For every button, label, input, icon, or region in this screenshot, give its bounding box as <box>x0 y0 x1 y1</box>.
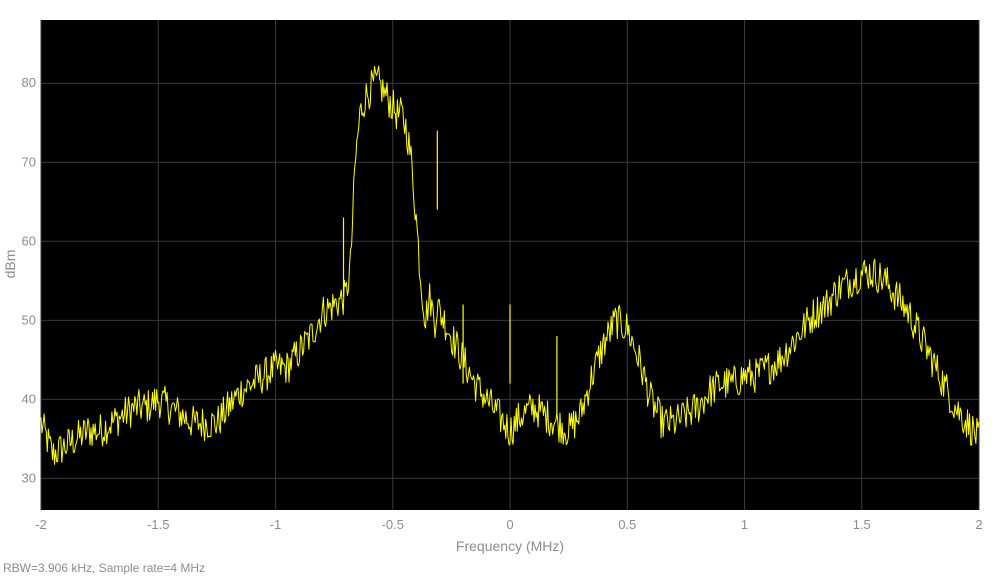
x-tick-label: 0.5 <box>618 517 636 532</box>
y-tick-label: 80 <box>22 75 36 90</box>
y-axis-label: dBm <box>2 250 18 279</box>
y-tick-labels: 30 40 50 60 70 80 <box>22 75 36 485</box>
x-tick-labels: -2 -1.5 -1 -0.5 0 0.5 1 1.5 2 <box>35 517 982 532</box>
x-tick-label: -1 <box>270 517 282 532</box>
y-tick-label: 30 <box>22 470 36 485</box>
y-tick-label: 40 <box>22 391 36 406</box>
x-tick-label: 1.5 <box>853 517 871 532</box>
grid-lines <box>40 20 980 510</box>
footer-note: RBW=3.906 kHz, Sample rate=4 MHz <box>3 561 206 575</box>
spectrum-trace <box>40 65 980 465</box>
y-tick-label: 70 <box>22 154 36 169</box>
y-tick-label: 50 <box>22 312 36 327</box>
spectrum-line <box>40 65 980 465</box>
x-tick-label: 1 <box>741 517 748 532</box>
x-axis-label: Frequency (MHz) <box>456 538 564 554</box>
x-tick-label: -0.5 <box>382 517 404 532</box>
x-tick-label: 2 <box>975 517 982 532</box>
x-tick-label: -1.5 <box>147 517 169 532</box>
y-tick-label: 60 <box>22 233 36 248</box>
x-tick-label: -2 <box>35 517 47 532</box>
x-tick-label: 0 <box>506 517 513 532</box>
